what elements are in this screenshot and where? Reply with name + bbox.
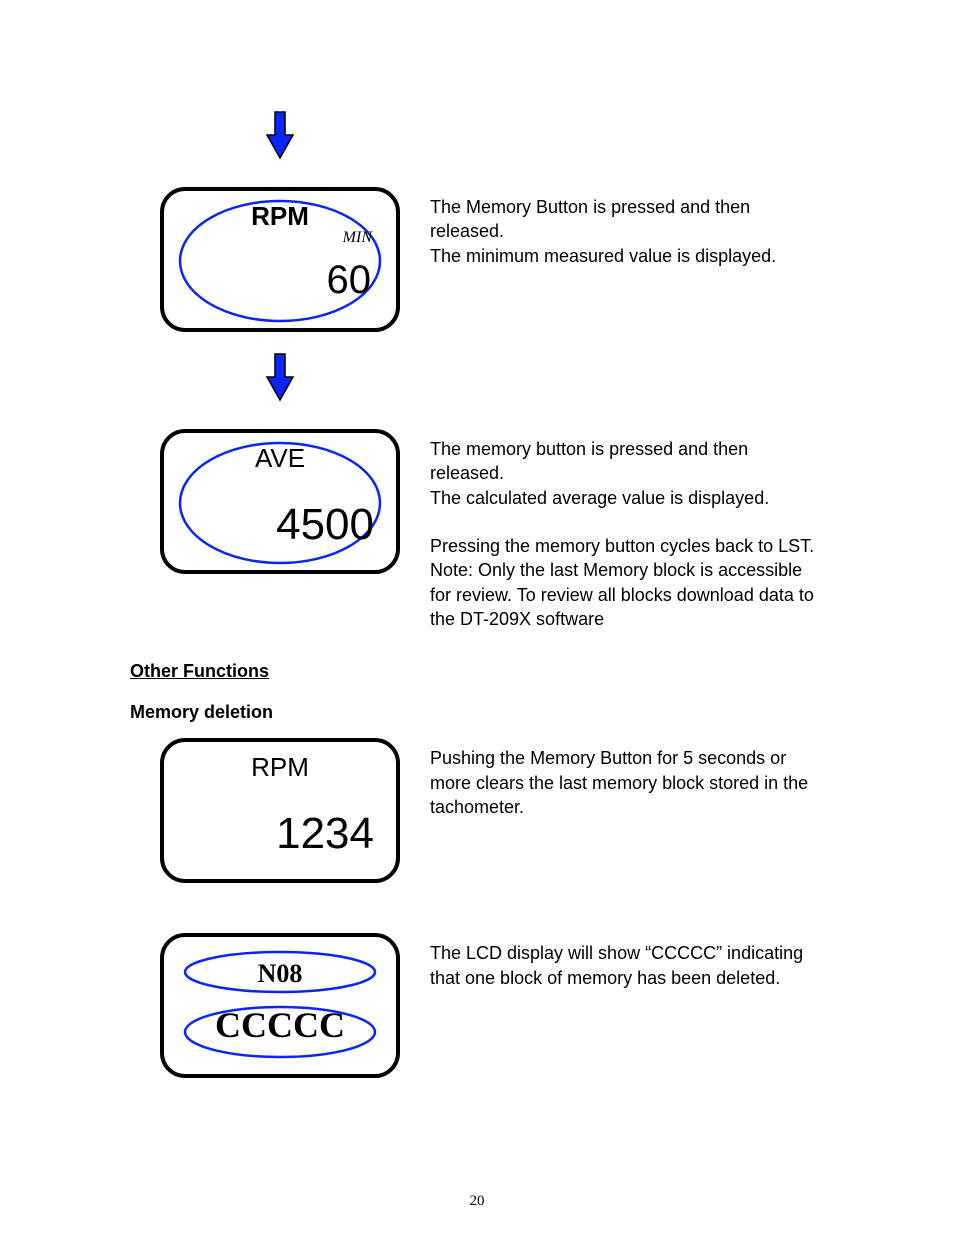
desc-ave-p2: Pressing the memory button cycles back t… [430,536,814,629]
heading-memory-deletion: Memory deletion [130,702,824,723]
desc-min: The Memory Button is pressed and then re… [430,187,824,268]
desc-memclear-text: Pushing the Memory Button for 5 seconds … [430,748,808,817]
row-display-ccccc: N08 CCCCC The LCD display will show “CCC… [130,933,824,1078]
desc-ccccc-text: The LCD display will show “CCCCC” indica… [430,943,803,987]
lcd-display-ave: AVE 4500 [160,429,400,574]
desc-ave-p1l1: The memory button is pressed and then re… [430,439,748,483]
row-display-min: RPM MIN 60 The Memory Button is pressed … [130,187,824,332]
desc-min-line1: The Memory Button is pressed and then re… [430,197,750,241]
down-arrow-icon [265,352,295,407]
display-value-ave: 4500 [276,500,374,550]
display-value-ccccc: CCCCC [215,1004,345,1046]
display-value-memclear: 1234 [276,809,374,859]
lcd-display-memclear: RPM 1234 [160,738,400,883]
spacer [130,893,824,933]
desc-memclear: Pushing the Memory Button for 5 seconds … [430,738,824,819]
display-sublabel-min: MIN [343,229,372,247]
heading-other-functions: Other Functions [130,661,824,682]
desc-ccccc: The LCD display will show “CCCCC” indica… [430,933,824,990]
row-display-ave: AVE 4500 The memory button is pressed an… [130,429,824,631]
row-arrow-1 [130,100,824,177]
lcd-display-ccccc: N08 CCCCC [160,933,400,1078]
display-label-rpm2: RPM [251,752,309,783]
page-number: 20 [470,1193,485,1210]
down-arrow-icon [265,110,295,165]
display-label-ave: AVE [255,443,305,474]
desc-min-line2: The minimum measured value is displayed. [430,246,776,266]
desc-ave-p1l2: The calculated average value is displaye… [430,488,769,508]
row-display-memclear: RPM 1234 Pushing the Memory Button for 5… [130,738,824,883]
display-value-min: 60 [327,258,372,303]
display-label-rpm: RPM [251,201,309,232]
row-arrow-2 [130,342,824,419]
display-label-n08: N08 [258,959,303,989]
desc-ave: The memory button is pressed and then re… [430,429,824,631]
lcd-display-min: RPM MIN 60 [160,187,400,332]
document-page: RPM MIN 60 The Memory Button is pressed … [0,0,954,1138]
